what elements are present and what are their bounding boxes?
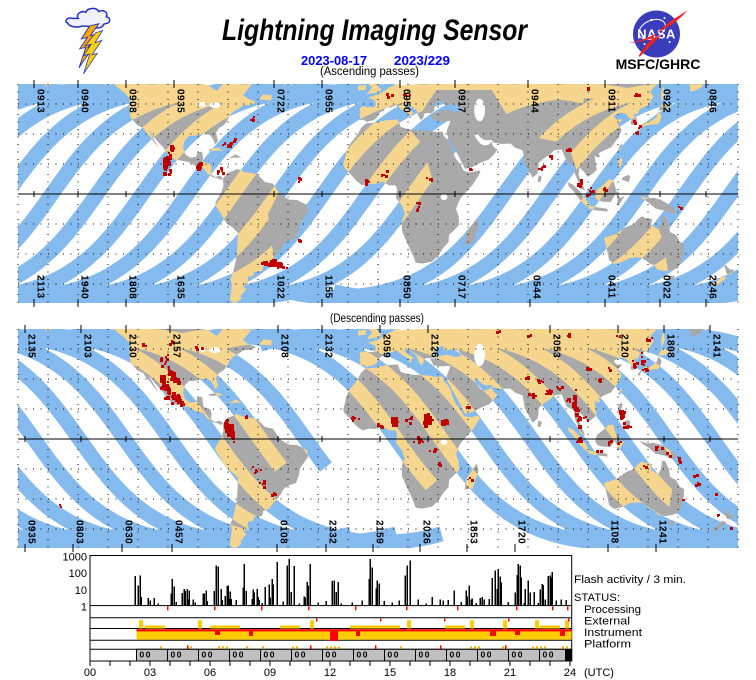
svg-text:0913: 0913 [35, 89, 46, 113]
svg-text:00: 00 [326, 650, 338, 660]
svg-text:0850: 0850 [401, 275, 412, 299]
svg-text:2130: 2130 [127, 334, 138, 358]
svg-text:2132: 2132 [323, 334, 334, 358]
svg-text:00: 00 [171, 650, 183, 660]
svg-text:STATUS:: STATUS: [574, 592, 620, 604]
svg-text:0908: 0908 [127, 89, 138, 113]
svg-text:Instrument: Instrument [584, 627, 642, 639]
svg-text:1241: 1241 [657, 520, 668, 544]
svg-text:1155: 1155 [323, 275, 334, 299]
svg-text:Platform: Platform [584, 639, 631, 651]
svg-text:0935: 0935 [26, 520, 37, 544]
svg-text:2332: 2332 [327, 520, 338, 544]
svg-text:External: External [584, 616, 630, 628]
svg-text:0955: 0955 [323, 89, 334, 113]
svg-text:2053: 2053 [551, 334, 562, 358]
svg-text:0108: 0108 [278, 520, 289, 544]
svg-text:1635: 1635 [175, 275, 186, 299]
svg-text:2246: 2246 [707, 275, 718, 299]
svg-text:0846: 0846 [707, 89, 718, 113]
svg-text:0940: 0940 [79, 89, 90, 113]
svg-text:15: 15 [384, 667, 396, 679]
svg-text:0944: 0944 [529, 89, 540, 113]
svg-text:(UTC): (UTC) [584, 667, 614, 679]
svg-text:MSFC/GHRC: MSFC/GHRC [616, 56, 701, 72]
svg-text:2059: 2059 [381, 334, 392, 358]
svg-text:0717: 0717 [456, 275, 467, 299]
svg-text:1808: 1808 [127, 275, 138, 299]
svg-text:00: 00 [450, 650, 462, 660]
svg-text:0917: 0917 [456, 89, 467, 113]
svg-text:2135: 2135 [26, 334, 37, 358]
svg-text:24: 24 [564, 667, 576, 679]
svg-text:00: 00 [512, 650, 524, 660]
svg-text:0950: 0950 [401, 89, 412, 113]
svg-text:00: 00 [357, 650, 369, 660]
svg-text:0411: 0411 [606, 275, 617, 299]
svg-text:2141: 2141 [711, 334, 722, 358]
svg-text:1720: 1720 [516, 520, 527, 544]
svg-text:1853: 1853 [468, 520, 479, 544]
svg-text:2023-08-17: 2023-08-17 [301, 53, 367, 68]
svg-text:00: 00 [233, 650, 245, 660]
svg-text:1: 1 [81, 602, 87, 614]
svg-text:Lightning Imaging Sensor: Lightning Imaging Sensor [222, 14, 529, 47]
svg-text:0722: 0722 [275, 89, 286, 113]
svg-text:0803: 0803 [74, 520, 85, 544]
svg-text:00: 00 [543, 650, 555, 660]
svg-text:06: 06 [204, 667, 216, 679]
svg-text:00: 00 [295, 650, 307, 660]
svg-text:21: 21 [504, 667, 516, 679]
svg-text:03: 03 [144, 667, 156, 679]
svg-text:(Descending passes): (Descending passes) [330, 313, 424, 325]
svg-text:1022: 1022 [275, 275, 286, 299]
svg-text:(Ascending passes): (Ascending passes) [320, 66, 419, 78]
svg-text:2023/229: 2023/229 [394, 53, 450, 68]
svg-text:00: 00 [264, 650, 276, 660]
svg-text:Flash activity / 3 min.: Flash activity / 3 min. [574, 574, 686, 586]
svg-text:00: 00 [388, 650, 400, 660]
svg-text:0935: 0935 [175, 89, 186, 113]
svg-text:2026: 2026 [421, 520, 432, 544]
svg-text:0544: 0544 [531, 275, 542, 299]
svg-text:2126: 2126 [429, 334, 440, 358]
svg-text:2120: 2120 [619, 334, 630, 358]
svg-text:1108: 1108 [609, 520, 620, 544]
svg-text:2157: 2157 [171, 334, 182, 358]
svg-text:2108: 2108 [279, 334, 290, 358]
svg-text:12: 12 [324, 667, 336, 679]
svg-text:0022: 0022 [661, 275, 672, 299]
svg-text:1940: 1940 [79, 275, 90, 299]
svg-text:0922: 0922 [661, 89, 672, 113]
svg-text:Processing: Processing [584, 604, 641, 616]
svg-text:1000: 1000 [63, 552, 87, 564]
svg-text:00: 00 [481, 650, 493, 660]
svg-text:0630: 0630 [123, 520, 134, 544]
svg-text:09: 09 [264, 667, 276, 679]
svg-text:2103: 2103 [82, 334, 93, 358]
svg-text:0457: 0457 [173, 520, 184, 544]
svg-text:1808: 1808 [665, 334, 676, 358]
svg-text:18: 18 [444, 667, 456, 679]
svg-text:00: 00 [419, 650, 431, 660]
svg-text:2159: 2159 [374, 520, 385, 544]
svg-text:2113: 2113 [35, 275, 46, 299]
svg-text:00: 00 [140, 650, 152, 660]
svg-text:100: 100 [69, 568, 87, 580]
svg-text:0911: 0911 [606, 89, 617, 113]
svg-text:00: 00 [84, 667, 96, 679]
svg-text:10: 10 [75, 585, 87, 597]
svg-text:00: 00 [202, 650, 214, 660]
